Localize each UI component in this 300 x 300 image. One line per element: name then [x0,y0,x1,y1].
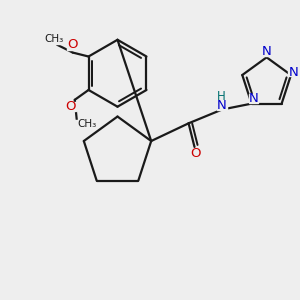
Bar [217,93,227,102]
Bar [68,41,78,50]
Text: O: O [66,100,76,113]
Bar [40,35,62,44]
Text: O: O [68,38,78,51]
Text: N: N [262,45,272,58]
Text: H: H [217,90,225,103]
Text: N: N [249,92,258,105]
Bar [217,101,227,110]
Bar [190,149,201,159]
Text: CH₃: CH₃ [44,34,64,44]
Text: CH₃: CH₃ [77,119,96,129]
Bar [261,47,272,56]
Text: O: O [190,147,201,160]
Bar [74,120,95,129]
Bar [65,102,76,111]
Bar [289,68,299,76]
Bar [249,94,259,103]
Text: N: N [289,66,299,79]
Text: N: N [217,99,227,112]
